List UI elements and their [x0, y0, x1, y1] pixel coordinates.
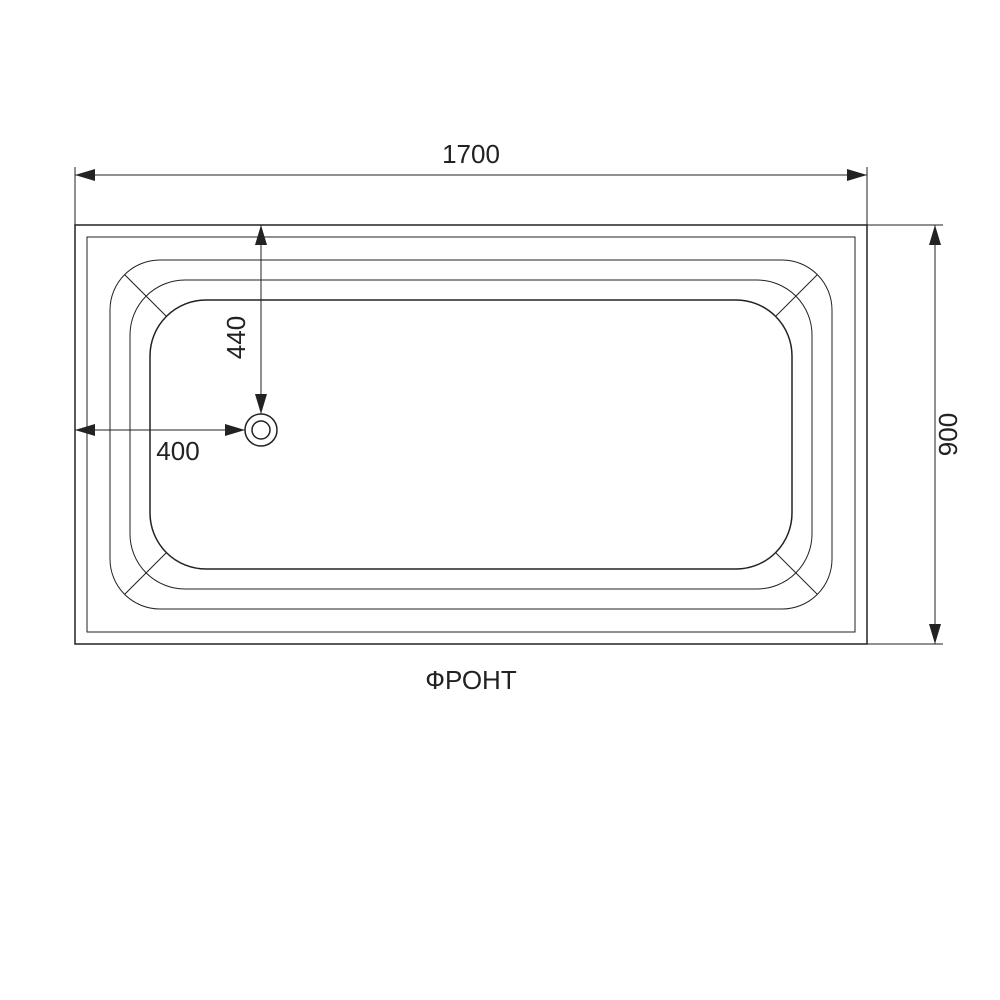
- dim-drain-x-label: 400: [156, 436, 199, 466]
- corner-seam: [776, 553, 818, 595]
- front-label: ФРОНТ: [425, 665, 517, 695]
- dim-height-label: 900: [933, 413, 963, 456]
- corner-seam: [776, 275, 818, 317]
- outer-rect: [75, 225, 867, 644]
- dim-width-label: 1700: [442, 139, 500, 169]
- corner-seam: [125, 275, 167, 317]
- drain-outer: [245, 414, 277, 446]
- rim-rect: [87, 237, 855, 632]
- drain-inner: [252, 421, 270, 439]
- corner-seam: [125, 553, 167, 595]
- dim-drain-y-label: 440: [221, 316, 251, 359]
